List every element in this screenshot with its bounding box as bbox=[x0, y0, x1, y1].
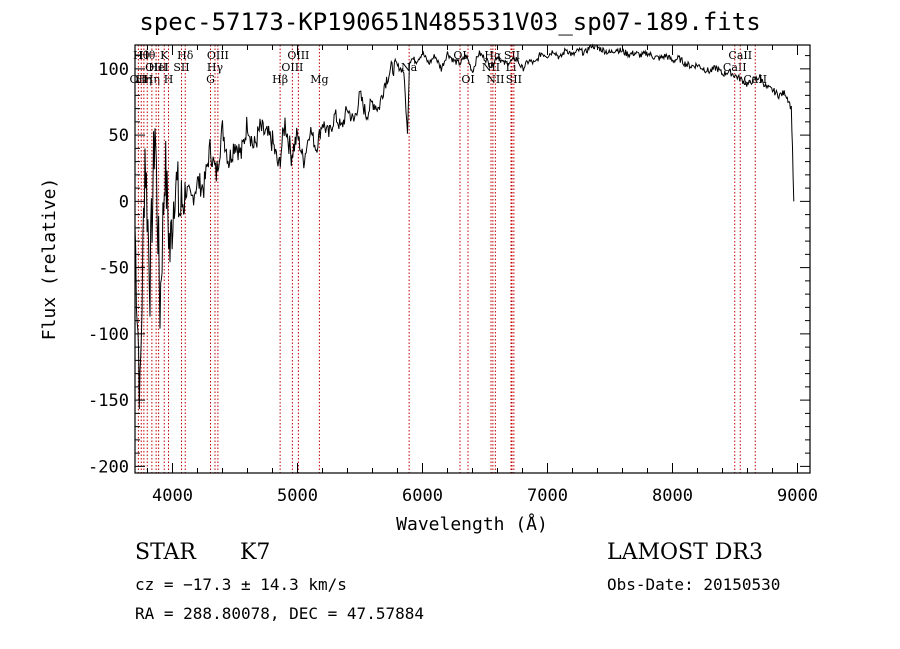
line-marker-label-24: Li bbox=[506, 61, 517, 74]
line-marker-label-17: Mg bbox=[310, 73, 328, 86]
y-tick-label-5: 50 bbox=[109, 126, 129, 146]
x-axis-label: Wavelength (Å) bbox=[396, 513, 548, 535]
cz-value: cz = −17.3 ± 14.3 km/s bbox=[135, 575, 347, 594]
axis-ticks: 4000 5000 6000 7000 8000 9000 -200 -150 -100 -50 0… bbox=[88, 45, 818, 506]
x-tick-label-2: 6000 bbox=[402, 486, 443, 506]
plot-frame bbox=[134, 44, 811, 474]
line-marker-label-23: NII bbox=[486, 73, 504, 86]
line-marker-label-2: Hη bbox=[136, 73, 152, 86]
line-marker-label-12: Hγ bbox=[207, 61, 224, 74]
line-marker-label-4: Hη bbox=[144, 73, 160, 86]
line-marker-label-9: SII bbox=[173, 61, 189, 74]
line-marker-label-11: G bbox=[206, 73, 215, 86]
line-marker-label-13: OIII bbox=[207, 49, 229, 62]
line-marker-label-7: K bbox=[160, 49, 169, 62]
line-marker-label-26: SII bbox=[506, 73, 522, 86]
line-marker-label-8: H bbox=[164, 73, 174, 86]
subclass-label: K7 bbox=[240, 540, 271, 565]
line-marker-label-5: OIII bbox=[145, 61, 167, 74]
line-marker-label-22: Hα bbox=[484, 49, 502, 62]
line-marker-label-16: OIII bbox=[287, 49, 309, 62]
spectrum-series bbox=[134, 43, 795, 410]
chart-title: spec-57173-KP190651N485531V03_sp07-189.f… bbox=[139, 8, 761, 36]
y-tick-label-2: -100 bbox=[88, 325, 129, 345]
line-marker-label-10: Hδ bbox=[177, 49, 194, 62]
y-tick-label-4: 0 bbox=[119, 192, 129, 212]
y-tick-label-6: 100 bbox=[98, 60, 129, 80]
x-tick-label-3: 7000 bbox=[527, 486, 568, 506]
y-axis-label: Flux (relative) bbox=[39, 178, 60, 341]
line-marker-label-14: Hβ bbox=[272, 73, 288, 86]
x-tick-label-0: 4000 bbox=[152, 486, 193, 506]
line-marker-label-28: CaII bbox=[728, 49, 752, 62]
line-marker-label-20: OI bbox=[461, 73, 474, 86]
class-label: STAR bbox=[135, 540, 196, 565]
line-marker-label-15: OIII bbox=[281, 61, 303, 74]
survey-label: LAMOST DR3 bbox=[607, 540, 763, 565]
y-tick-label-0: -200 bbox=[88, 457, 129, 477]
y-tick-label-1: -150 bbox=[88, 391, 129, 411]
line-marker-label-1: Hθ bbox=[133, 49, 150, 62]
obs-date: Obs-Date: 20150530 bbox=[607, 575, 781, 594]
y-tick-label-3: -50 bbox=[98, 259, 129, 279]
coordinates: RA = 288.80078, DEC = 47.57884 bbox=[135, 604, 424, 623]
line-marker-label-6: HeI bbox=[148, 61, 168, 74]
line-markers: OIIHθHηHθHηOIIIHeIKHSIIHδGHγOIIIHβOIIIOI… bbox=[130, 45, 767, 473]
x-tick-label-5: 9000 bbox=[777, 486, 818, 506]
x-tick-label-1: 5000 bbox=[277, 486, 318, 506]
line-marker-label-0: OII bbox=[130, 73, 148, 86]
x-tick-label-4: 8000 bbox=[652, 486, 693, 506]
spectrum-line bbox=[134, 43, 795, 410]
